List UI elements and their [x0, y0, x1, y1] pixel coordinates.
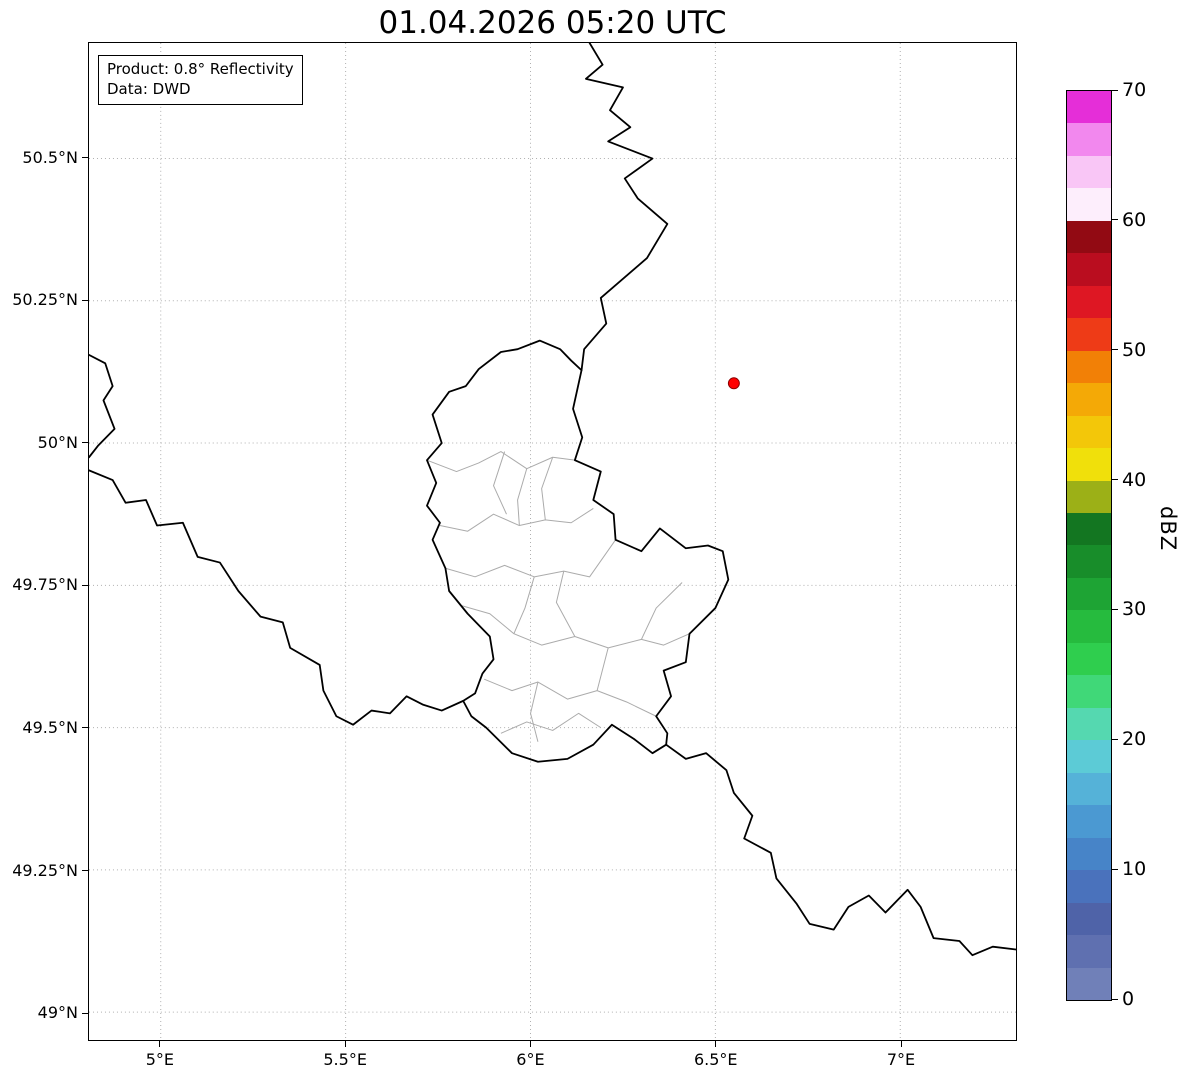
colorbar-tick-mark	[1112, 219, 1118, 221]
radar-site-marker	[727, 377, 740, 390]
lat-tick-label: 49.75°N	[12, 575, 78, 595]
lon-tick-mark	[344, 1041, 346, 1047]
colorbar-tick-label: 40	[1122, 468, 1147, 491]
national-border-line	[89, 469, 465, 726]
colorbar-segment	[1067, 285, 1111, 319]
regional-border-line	[555, 571, 576, 637]
lat-tick-label: 50.5°N	[22, 147, 78, 167]
colorbar-tick-mark	[1112, 608, 1118, 610]
colorbar-segment	[1067, 415, 1111, 449]
colorbar-segment	[1067, 902, 1111, 936]
lon-tick-label: 6.5°E	[693, 1050, 738, 1069]
lat-tick-mark	[82, 870, 88, 871]
lat-tick-mark	[82, 157, 88, 159]
national-border-line	[580, 43, 669, 372]
colorbar-segment	[1067, 480, 1111, 513]
product-info-box: Product: 0.8° Reflectivity Data: DWD	[98, 55, 303, 105]
data-source-line: Data: DWD	[107, 79, 191, 98]
colorbar-segment	[1067, 253, 1111, 286]
regional-border-line	[517, 468, 528, 526]
colorbar-segment	[1067, 707, 1111, 741]
colorbar-segment	[1067, 935, 1111, 968]
lon-tick-label: 6°E	[516, 1050, 545, 1069]
lon-tick-mark	[715, 1041, 717, 1047]
colorbar-segment	[1067, 610, 1111, 643]
lon-tick-label: 5.5°E	[323, 1050, 367, 1069]
colorbar-segment	[1067, 220, 1111, 254]
colorbar-segment	[1067, 545, 1111, 578]
regional-border-line	[541, 457, 554, 520]
lat-tick-mark	[82, 584, 88, 586]
colorbar-segment	[1067, 805, 1111, 838]
colorbar-segment	[1067, 350, 1111, 384]
colorbar-segment	[1067, 318, 1111, 351]
lon-tick-mark	[900, 1041, 902, 1047]
colorbar-segment	[1067, 740, 1111, 773]
product-line: Product: 0.8° Reflectivity	[107, 60, 294, 78]
colorbar-segment	[1067, 837, 1111, 871]
colorbar-tick-mark	[1112, 479, 1118, 481]
lon-tick-label: 5°E	[145, 1050, 175, 1069]
colorbar-tick-mark	[1112, 868, 1118, 870]
colorbar-tick-label: 70	[1122, 79, 1147, 101]
colorbar-tick-label: 60	[1122, 208, 1147, 231]
lat-tick-mark	[82, 299, 88, 301]
regional-border-line	[460, 604, 690, 649]
regional-border-line	[513, 576, 535, 634]
regional-border-line	[640, 582, 683, 640]
lat-tick-label: 50°N	[37, 432, 78, 452]
lat-tick-mark	[82, 727, 88, 729]
lat-tick-label: 50.25°N	[12, 290, 78, 310]
regional-border-line	[596, 647, 609, 691]
colorbar-segment	[1067, 448, 1111, 481]
colorbar-tick-mark	[1112, 998, 1118, 1000]
lon-tick-label: 7°E	[886, 1050, 916, 1069]
lat-tick-label: 49°N	[37, 1003, 78, 1023]
national-border-line	[665, 743, 1016, 957]
lon-tick-mark	[159, 1041, 161, 1047]
regional-border-line	[493, 451, 507, 515]
colorbar-tick-label: 20	[1122, 728, 1147, 751]
lat-tick-mark	[82, 442, 88, 444]
map-plot-area: Product: 0.8° Reflectivity Data: DWD	[88, 42, 1017, 1041]
plot-title: 01.04.2026 05:20 UTC	[378, 5, 727, 41]
colorbar-segment	[1067, 577, 1111, 611]
colorbar-segment	[1067, 642, 1111, 676]
colorbar-tick-mark	[1112, 738, 1118, 740]
lat-tick-label: 49.25°N	[12, 860, 78, 880]
national-border-line	[426, 339, 730, 763]
colorbar-tick-label: 10	[1122, 858, 1147, 881]
colorbar-segment	[1067, 870, 1111, 903]
colorbar-segment	[1067, 123, 1111, 156]
lat-tick-mark	[82, 1012, 88, 1014]
lon-tick-mark	[529, 1041, 531, 1047]
colorbar-segment	[1067, 675, 1111, 708]
colorbar-segment	[1067, 155, 1111, 189]
colorbar-segment	[1067, 188, 1111, 221]
colorbar-axis-label: dBZ	[1156, 506, 1180, 552]
colorbar-segment	[1067, 90, 1111, 124]
regional-border-line	[530, 681, 539, 742]
national-border-line	[89, 353, 116, 459]
colorbar-gradient	[1067, 90, 1111, 1000]
lat-tick-label: 49.5°N	[22, 717, 78, 737]
colorbar-segment	[1067, 967, 1111, 1000]
map-canvas	[89, 43, 1016, 1040]
colorbar	[1066, 90, 1112, 1001]
regional-border-line	[500, 712, 602, 734]
colorbar-segment	[1067, 772, 1111, 806]
regional-border-line	[439, 508, 594, 532]
colorbar-tick-label: 30	[1122, 598, 1147, 621]
colorbar-segment	[1067, 512, 1111, 546]
colorbar-tick-mark	[1112, 349, 1118, 351]
colorbar-tick-mark	[1112, 89, 1118, 91]
regional-border-line	[484, 678, 657, 717]
colorbar-segment	[1067, 383, 1111, 416]
colorbar-tick-label: 50	[1122, 338, 1147, 361]
colorbar-tick-label: 0	[1122, 988, 1135, 1010]
